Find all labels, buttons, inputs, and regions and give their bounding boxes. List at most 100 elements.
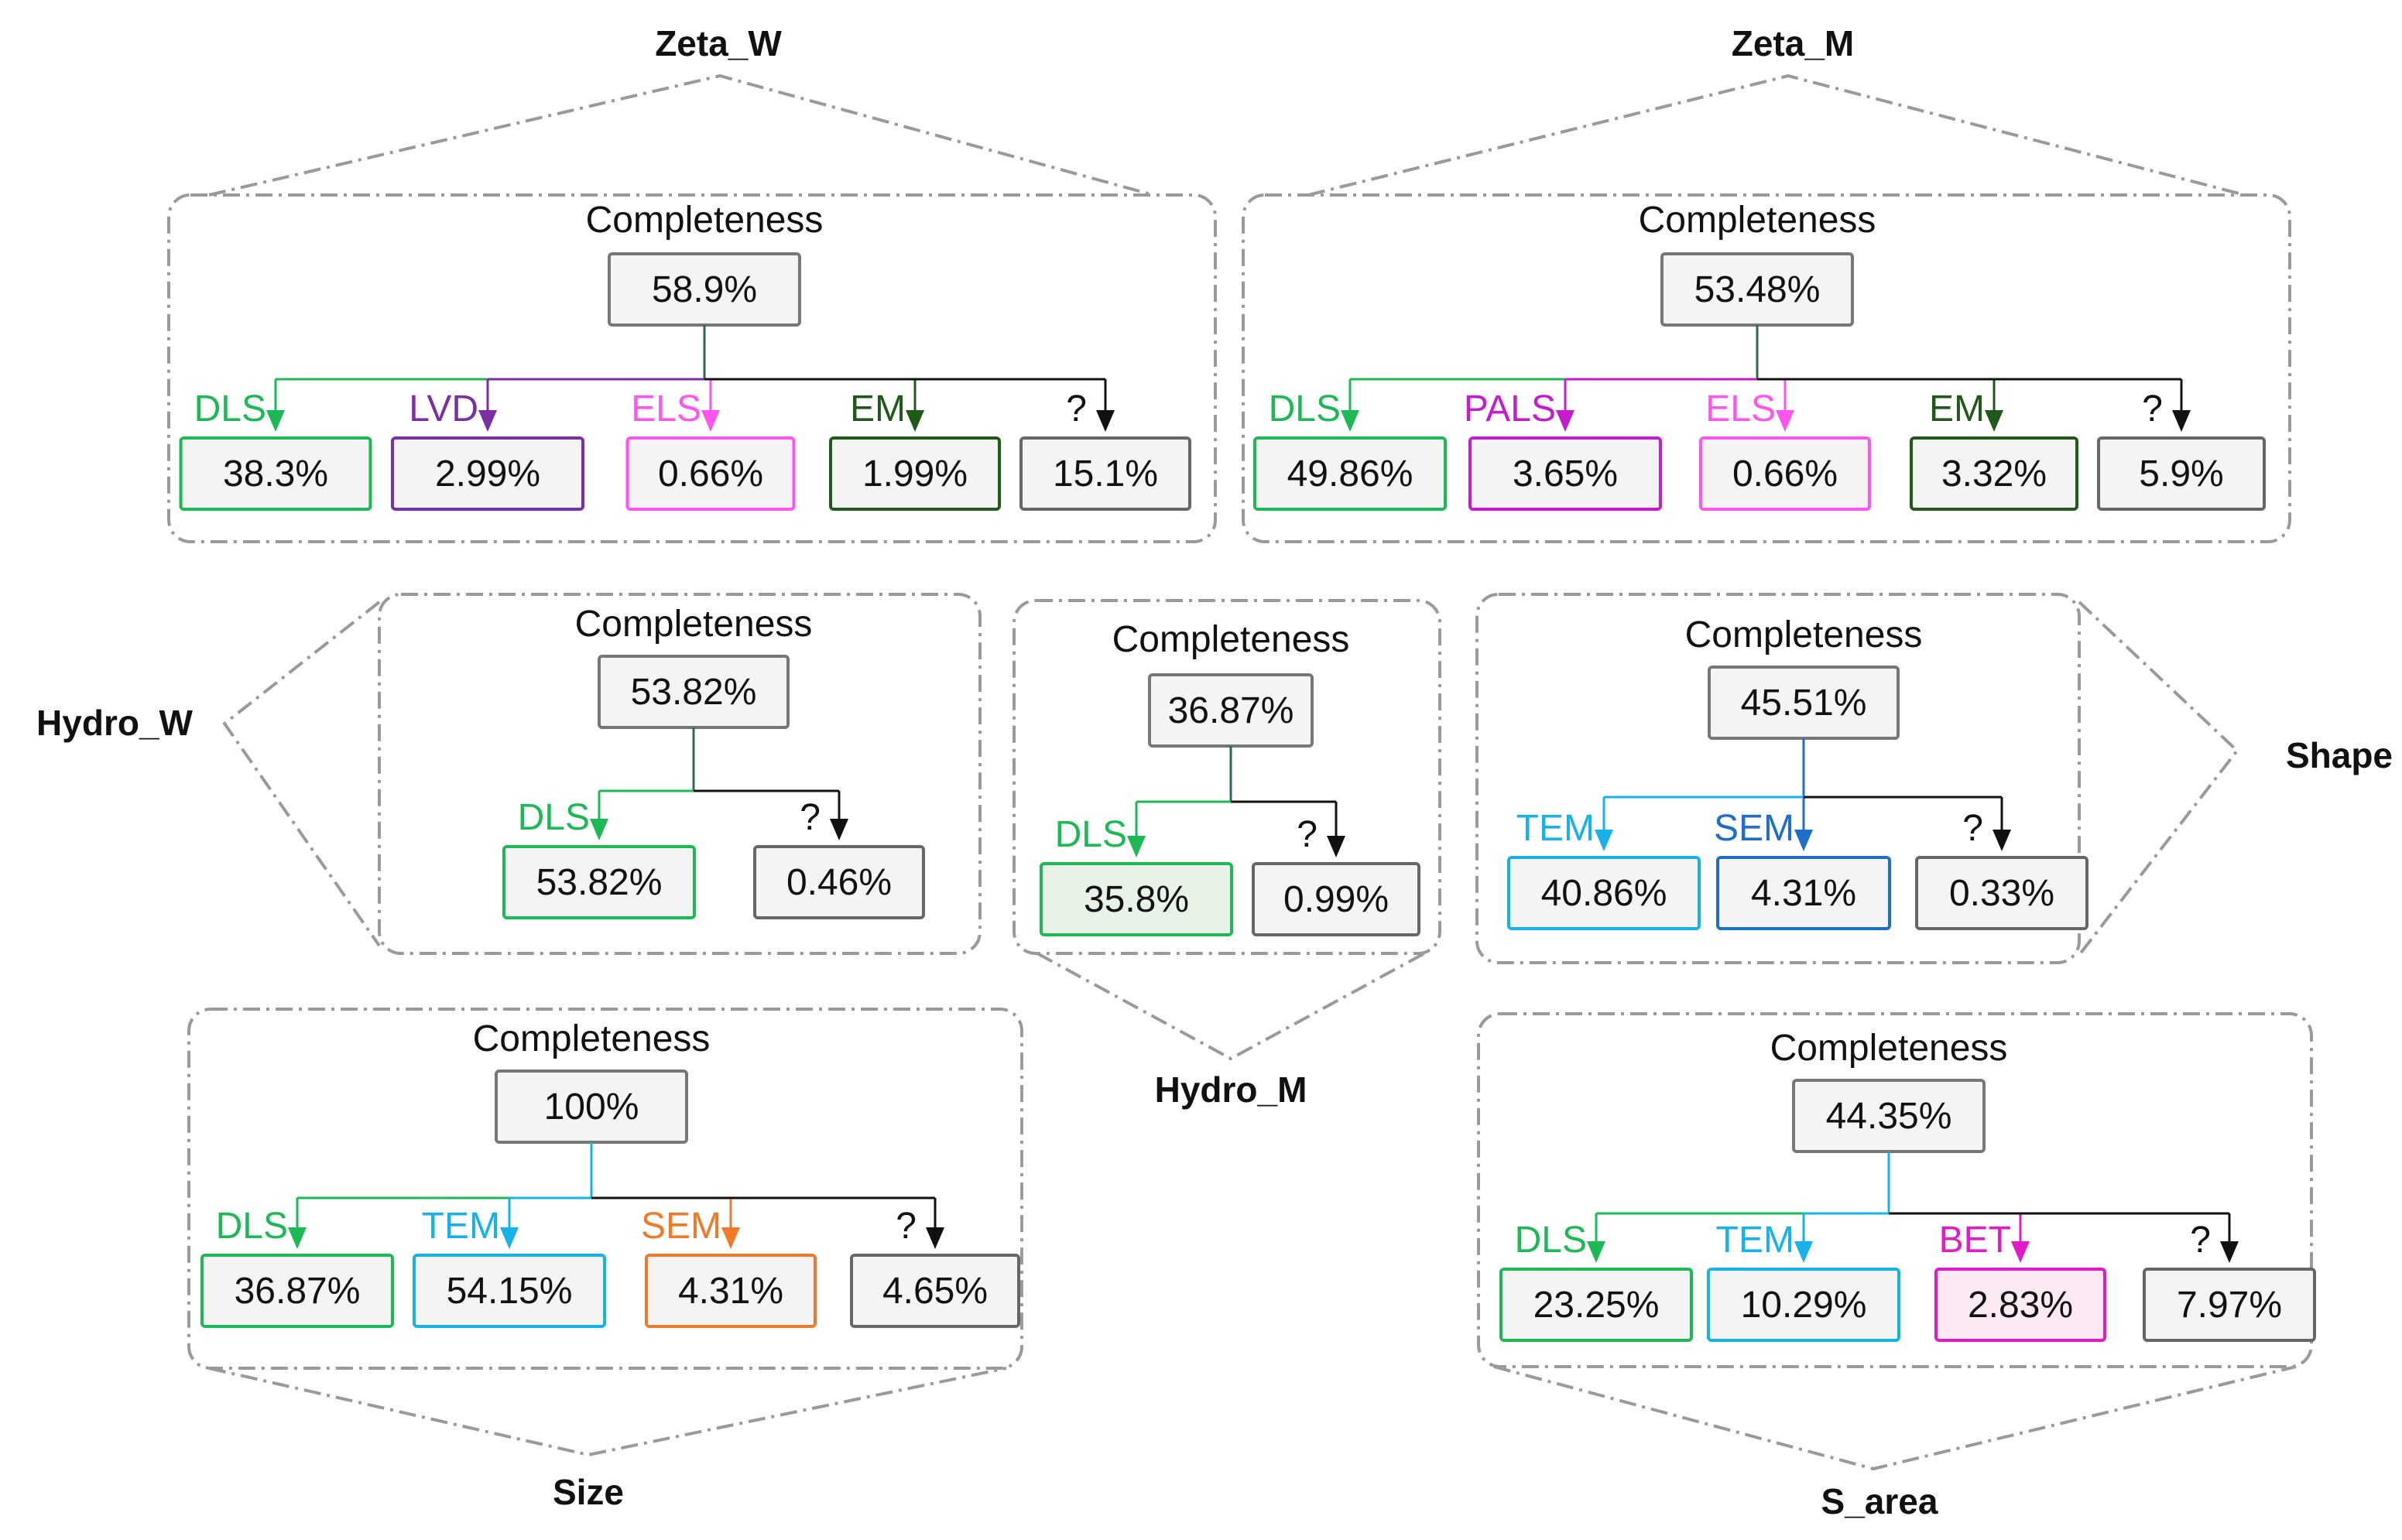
- shape-value-box-1: [1716, 856, 1891, 930]
- zeta-w-value-0: 38.3%: [223, 453, 328, 495]
- zeta-m-value-3: 3.32%: [1941, 453, 2047, 495]
- hydro-m-pointer: [1037, 952, 1425, 1061]
- s-area-tree: Completeness 44.35% DLS 23.25% TEM 10.29% BET 2…: [1499, 1028, 2316, 1342]
- shape-arrow-head-1: [1794, 830, 1813, 851]
- hydro-m-value-box-0: [1040, 862, 1233, 936]
- shape-method-label-2: ?: [1962, 808, 1983, 849]
- shape-arrow-head-0: [1595, 830, 1613, 851]
- s-area-value-box-1: [1707, 1268, 1900, 1342]
- shape-completeness-label: Completeness: [1685, 614, 1923, 655]
- s-area-arrow-head-3: [2220, 1241, 2239, 1263]
- hydro-w-title: Hydro_W: [36, 703, 193, 743]
- size-value-1: 54.15%: [447, 1271, 573, 1312]
- hydro-m-value-0: 35.8%: [1084, 879, 1189, 920]
- zeta-m-total-value: 53.48%: [1694, 269, 1821, 310]
- shape-arrow-head-2: [1993, 830, 2011, 851]
- zeta-m-completeness-label: Completeness: [1639, 200, 1876, 241]
- size-total-value: 100%: [544, 1087, 639, 1128]
- shape-method-label-0: TEM: [1516, 808, 1595, 849]
- s-area-value-0: 23.25%: [1533, 1285, 1660, 1326]
- s-area-method-label-0: DLS: [1515, 1220, 1587, 1261]
- zeta-m-value-4: 5.9%: [2139, 453, 2223, 495]
- hydro-m-frame: [1013, 599, 1441, 955]
- zeta-w-method-label-4: ?: [1066, 388, 1087, 429]
- size-title: Size: [553, 1472, 624, 1512]
- zeta-w-method-label-3: EM: [850, 388, 906, 429]
- s-area-total-value: 44.35%: [1826, 1096, 1952, 1137]
- zeta-m-method-label-3: EM: [1929, 388, 1985, 429]
- zeta-w-arrow-head-0: [266, 410, 285, 432]
- zeta-m-value-box-1: [1468, 436, 1662, 511]
- size-arrow-head-0: [288, 1227, 307, 1249]
- hydro-w-value-box-1: [753, 845, 925, 919]
- hydro-m-method-label-0: DLS: [1055, 814, 1127, 855]
- hydro-m-arrow-head-1: [1327, 836, 1345, 857]
- zeta-m-arrow-head-4: [2172, 410, 2191, 432]
- size-arrow-head-2: [721, 1227, 740, 1249]
- hydro-w-arrow-head-1: [830, 819, 848, 840]
- shape-value-1: 4.31%: [1751, 873, 1856, 914]
- zeta-m-method-label-1: PALS: [1464, 388, 1556, 429]
- s-area-method-label-2: BET: [1939, 1220, 2011, 1261]
- zeta-m-value-box-3: [1910, 436, 2078, 511]
- shape-frame: [1475, 593, 2081, 964]
- hydro-w-arrow-head-0: [590, 819, 608, 840]
- zeta-m-value-box-2: [1699, 436, 1871, 511]
- hydro-w-method-label-1: ?: [800, 797, 821, 838]
- hydro-m-completeness-label: Completeness: [1112, 619, 1350, 660]
- hydro-m-title: Hydro_M: [1155, 1069, 1307, 1110]
- shape-value-0: 40.86%: [1541, 873, 1667, 914]
- hydro-m-total-value: 36.87%: [1168, 690, 1294, 731]
- shape-title: Shape: [2286, 735, 2393, 775]
- zeta-w-value-box-0: [179, 436, 372, 511]
- s-area-pointer: [1493, 1365, 2297, 1471]
- zeta-w-method-label-1: LVD: [409, 388, 478, 429]
- size-value-2: 4.31%: [678, 1271, 783, 1312]
- zeta-w-total-value: 58.9%: [652, 269, 757, 310]
- size-method-label-2: SEM: [641, 1206, 721, 1247]
- zeta-w-value-box-1: [391, 436, 584, 511]
- s-area-value-3: 7.97%: [2177, 1285, 2282, 1326]
- hydro-m-method-label-1: ?: [1297, 814, 1318, 855]
- shape-value-2: 0.33%: [1949, 873, 2054, 914]
- zeta-w-arrow-head-3: [906, 410, 924, 432]
- zeta-m-value-1: 3.65%: [1513, 453, 1618, 495]
- zeta-w-completeness-label: Completeness: [586, 200, 824, 241]
- size-method-label-0: DLS: [216, 1206, 288, 1247]
- zeta-w-method-label-0: DLS: [194, 388, 266, 429]
- hydro-w-completeness-label: Completeness: [575, 604, 813, 645]
- shape-value-box-0: [1507, 856, 1701, 930]
- s-area-title: S_area: [1821, 1481, 1938, 1521]
- hydro-m-arrow-head-0: [1127, 836, 1146, 857]
- s-area-value-2: 2.83%: [1968, 1285, 2073, 1326]
- shape-value-box-2: [1915, 856, 2088, 930]
- shape-total-value: 45.51%: [1741, 683, 1867, 724]
- hydro-w-pointer: [222, 601, 381, 947]
- size-value-0: 36.87%: [235, 1271, 361, 1312]
- size-arrow-head-3: [926, 1227, 944, 1249]
- s-area-arrow-head-1: [1794, 1241, 1813, 1263]
- zeta-m-value-2: 0.66%: [1732, 453, 1838, 495]
- hydro-w-method-label-0: DLS: [518, 797, 590, 838]
- zeta-w-value-box-4: [1019, 436, 1191, 511]
- s-area-arrow-head-2: [2011, 1241, 2030, 1263]
- zeta-w-value-3: 1.99%: [862, 453, 968, 495]
- zeta-m-method-label-2: ELS: [1705, 388, 1776, 429]
- zeta-w-tree: Completeness 58.9% DLS 38.3% LVD 2.99% ELS 0.66…: [179, 200, 1191, 511]
- size-completeness-label: Completeness: [473, 1018, 711, 1059]
- zeta-m-value-box-0: [1253, 436, 1447, 511]
- zeta-m-title: Zeta_M: [1732, 23, 1854, 63]
- s-area-value-box-0: [1499, 1268, 1693, 1342]
- size-method-label-3: ?: [896, 1206, 917, 1247]
- zeta-w-value-4: 15.1%: [1053, 453, 1158, 495]
- completeness-trees: Completeness 58.9% DLS 38.3% LVD 2.99% ELS 0.66…: [179, 200, 2316, 1342]
- zeta-w-frame: [167, 193, 1217, 543]
- s-area-completeness-label: Completeness: [1770, 1028, 2008, 1069]
- size-tree: Completeness 100% DLS 36.87% TEM 54.15% SEM 4.3…: [200, 1018, 1020, 1328]
- zeta-w-value-2: 0.66%: [658, 453, 763, 495]
- hydro-m-value-box-1: [1252, 862, 1420, 936]
- s-area-method-label-3: ?: [2190, 1220, 2211, 1261]
- zeta-w-value-box-2: [625, 436, 796, 511]
- zeta-m-method-label-4: ?: [2142, 388, 2163, 429]
